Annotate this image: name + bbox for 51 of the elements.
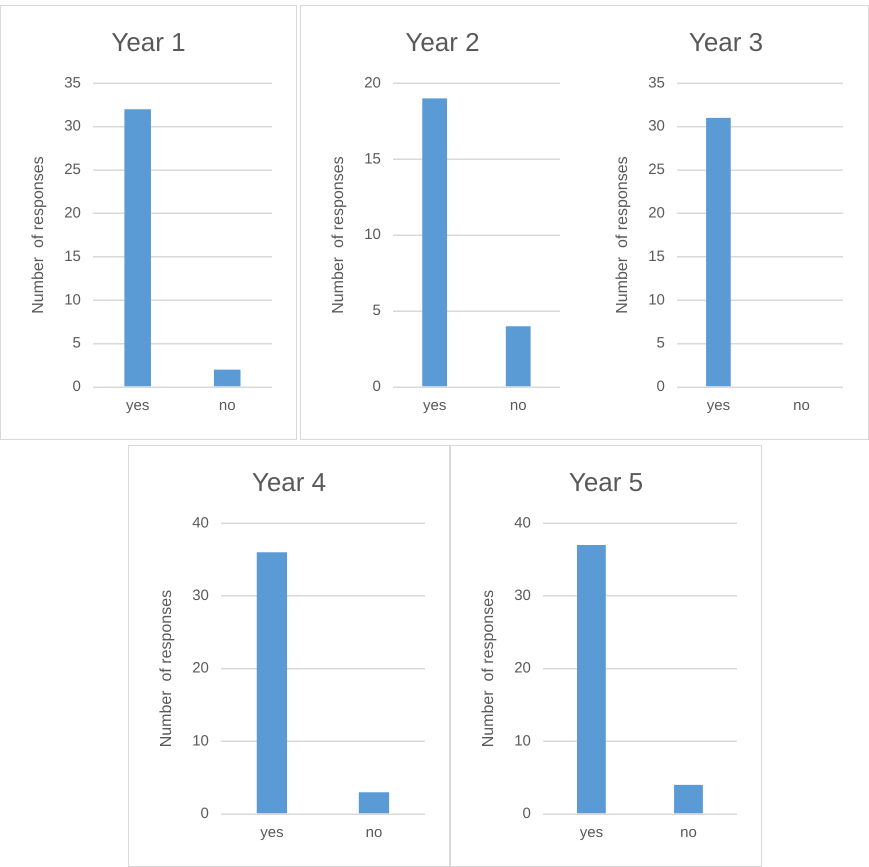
y-tick-label: 15 (364, 150, 381, 168)
y-tick-label: 0 (200, 805, 209, 822)
y-tick-label: 15 (648, 248, 665, 265)
chart-title: Year 4 (252, 466, 326, 497)
x-tick-label: yes (260, 824, 284, 842)
x-tick-label: no (680, 824, 697, 842)
y-tick-label: 25 (64, 161, 81, 178)
y-tick-label: 20 (514, 660, 531, 677)
chart-title: Year 3 (688, 26, 764, 57)
y-tick-label: 0 (522, 805, 531, 822)
y-tick-label: 30 (64, 118, 81, 135)
y-tick-label: 10 (648, 291, 665, 308)
y-axis-title: Number of responses (614, 156, 632, 314)
x-tick-label: no (366, 824, 382, 842)
x-tick-label: no (510, 397, 527, 414)
y-tick-label: 0 (656, 378, 665, 396)
y-tick-label: 0 (372, 378, 381, 396)
y-tick-label: 35 (64, 74, 81, 92)
y-tick-label: 10 (64, 291, 81, 308)
y-tick-label: 30 (648, 118, 665, 135)
y-tick-label: 5 (72, 334, 81, 352)
x-tick-label: no (218, 397, 236, 414)
y-tick-label: 40 (192, 514, 209, 532)
chart-title: Year 1 (111, 26, 186, 57)
y-tick-label: 35 (648, 74, 665, 92)
x-tick-label: yes (422, 397, 446, 414)
y-tick-label: 5 (372, 302, 381, 320)
y-tick-label: 30 (192, 587, 209, 604)
x-tick-label: no (793, 397, 810, 414)
y-tick-label: 10 (514, 732, 531, 750)
y-tick-label: 20 (648, 204, 665, 222)
y-tick-label: 20 (64, 204, 81, 222)
y-tick-label: 10 (364, 226, 381, 244)
y-tick-label: 10 (192, 732, 209, 750)
y-tick-label: 25 (648, 161, 665, 178)
y-tick-label: 0 (72, 378, 81, 396)
y-tick-label: 40 (514, 514, 531, 532)
y-axis-title: Number of responses (330, 156, 348, 314)
y-tick-label: 30 (514, 587, 531, 604)
y-tick-label: 20 (192, 660, 209, 677)
x-tick-label: yes (580, 824, 604, 842)
y-tick-label: 20 (364, 74, 381, 92)
y-tick-label: 5 (656, 334, 665, 352)
chart-title: Year 2 (405, 26, 480, 57)
y-axis-title: Number of responses (30, 156, 48, 314)
x-tick-label: yes (706, 397, 730, 414)
x-tick-label: yes (126, 397, 150, 414)
y-tick-label: 15 (64, 248, 81, 265)
y-axis-title: Number of responses (158, 590, 176, 748)
chart-title: Year 5 (568, 466, 644, 497)
y-axis-title: Number of responses (480, 590, 498, 748)
